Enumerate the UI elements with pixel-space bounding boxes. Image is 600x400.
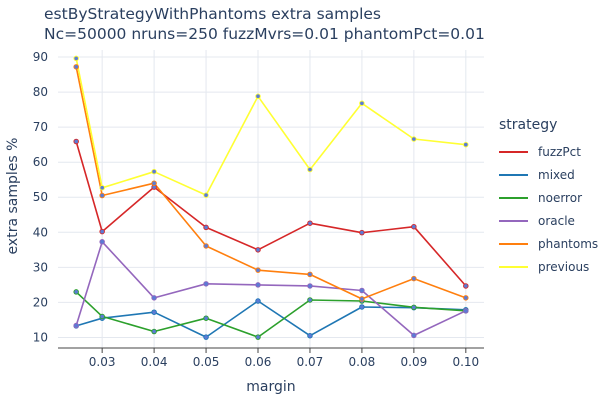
data-point-previous: [151, 168, 157, 175]
y-axis-title: extra samples %: [5, 138, 21, 255]
data-point-mixed: [255, 298, 261, 304]
data-point-fuzzPct: [359, 229, 365, 236]
x-tick-label: 0.04: [141, 355, 168, 369]
y-tick-label: 70: [33, 120, 48, 134]
y-tick-label: 40: [33, 225, 48, 239]
data-point-phantoms: [255, 267, 261, 273]
data-point-oracle: [255, 282, 261, 288]
data-point-previous: [203, 192, 209, 198]
y-tick-label: 20: [33, 295, 48, 309]
legend-label-previous: previous: [538, 260, 589, 274]
legend-label-phantoms: phantoms: [538, 237, 598, 251]
data-point-oracle: [151, 295, 157, 301]
legend: strategy fuzzPct mixed noerror oracle phanto…: [499, 117, 598, 274]
y-tick-label: 80: [33, 85, 48, 99]
legend-label-mixed: mixed: [538, 168, 575, 182]
x-tick-label: 0.05: [193, 355, 220, 369]
data-point-fuzzPct: [73, 138, 79, 145]
legend-title: strategy: [499, 117, 557, 133]
data-point-noerror: [411, 304, 417, 311]
data-point-noerror: [307, 297, 313, 303]
data-point-oracle: [203, 281, 209, 287]
data-point-oracle: [463, 308, 469, 314]
x-tick-label: 0.09: [401, 355, 428, 369]
data-point-oracle: [99, 239, 105, 245]
data-point-oracle: [307, 283, 313, 289]
data-point-previous: [255, 93, 261, 100]
legend-label-oracle: oracle: [538, 214, 575, 228]
data-point-fuzzPct: [463, 283, 469, 289]
y-tick-label: 90: [33, 50, 48, 64]
data-point-previous: [99, 185, 105, 191]
legend-items: fuzzPct mixed noerror oracle phantoms previou…: [499, 145, 598, 274]
data-point-noerror: [203, 315, 209, 321]
data-point-previous: [359, 100, 365, 107]
y-tick-label: 50: [33, 190, 48, 204]
data-point-fuzzPct: [203, 224, 209, 231]
data-point-fuzzPct: [307, 220, 313, 226]
data-point-phantoms: [359, 296, 365, 302]
data-point-phantoms: [463, 295, 469, 301]
legend-label-noerror: noerror: [538, 191, 582, 205]
data-point-mixed: [307, 332, 313, 339]
data-point-previous: [307, 166, 313, 173]
x-axis-title: margin: [246, 379, 295, 395]
y-tick-label: 10: [33, 330, 48, 344]
x-tick-label: 0.03: [89, 355, 116, 369]
chart-subtitle: Nc=50000 nruns=250 fuzzMvrs=0.01 phantom…: [44, 25, 485, 43]
x-tick-label: 0.08: [349, 355, 376, 369]
data-points: [73, 55, 469, 340]
data-point-phantoms: [99, 192, 105, 199]
data-point-fuzzPct: [411, 223, 417, 230]
data-point-noerror: [73, 289, 79, 295]
data-point-noerror: [99, 313, 105, 320]
data-point-oracle: [411, 332, 417, 339]
data-point-mixed: [203, 334, 209, 340]
data-point-fuzzPct: [255, 247, 261, 253]
data-point-noerror: [151, 328, 157, 335]
data-point-phantoms: [411, 275, 417, 282]
data-point-mixed: [359, 304, 365, 310]
x-tick-label: 0.07: [297, 355, 324, 369]
legend-label-fuzzPct: fuzzPct: [538, 145, 581, 159]
data-point-oracle: [359, 287, 365, 294]
data-point-oracle: [73, 322, 79, 329]
data-point-mixed: [151, 309, 157, 315]
x-tick-label: 0.06: [245, 355, 272, 369]
y-tick-label: 30: [33, 260, 48, 274]
data-point-previous: [73, 55, 79, 62]
data-point-phantoms: [151, 180, 157, 186]
data-point-previous: [463, 141, 469, 148]
data-point-phantoms: [203, 243, 209, 249]
axes: 10 20 30 40 50 60 70 80 90 0.03 0.04 0.05 0.06 0.07 0.…: [33, 50, 484, 369]
data-point-fuzzPct: [99, 228, 105, 235]
y-tick-label: 60: [33, 155, 48, 169]
data-point-phantoms: [307, 271, 313, 278]
chart-title: estByStrategyWithPhantoms extra samples: [44, 5, 381, 23]
data-point-phantoms: [73, 64, 79, 70]
x-tick-label: 0.10: [452, 355, 479, 369]
data-point-previous: [411, 136, 417, 142]
data-point-noerror: [255, 334, 261, 340]
